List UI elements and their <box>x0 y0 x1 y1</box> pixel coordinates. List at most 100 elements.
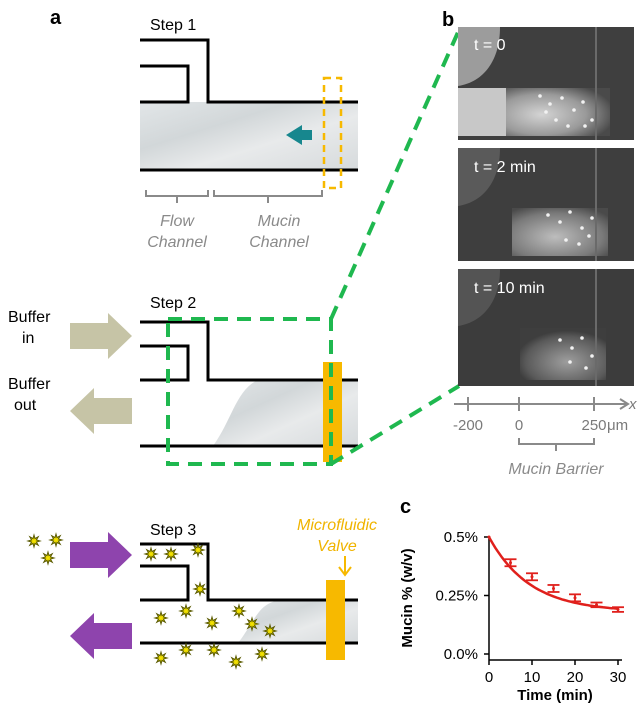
particle-star <box>231 603 247 619</box>
scale-tick-label-mid: 0 <box>515 417 523 434</box>
chart-x-tick-label: 30 <box>610 669 627 686</box>
flow-channel-label-2: Channel <box>147 234 207 251</box>
particle-dot <box>568 210 572 214</box>
particle-dot <box>572 108 576 112</box>
particle-star <box>48 532 64 548</box>
chart-data-point <box>573 596 577 600</box>
time-label-t2: t = 2 min <box>474 159 536 176</box>
particle-dot <box>538 94 542 98</box>
particle-star <box>26 533 42 549</box>
particle-star <box>40 550 56 566</box>
chart-data-point <box>595 603 598 607</box>
zoom-line-top <box>329 29 461 320</box>
time-label-t10: t = 10 min <box>474 280 545 297</box>
chart-y-tick-label: 0.25% <box>435 588 478 605</box>
chart-y-tick-label: 0.5% <box>444 529 478 546</box>
particle-dot <box>583 124 587 128</box>
chart-x-tick-label: 10 <box>524 669 541 686</box>
particle-star <box>143 546 159 562</box>
micrograph-t0 <box>458 27 634 140</box>
panel-c-label: c <box>400 496 411 518</box>
chart-data-point <box>530 575 534 579</box>
barrier-bracket <box>518 438 595 445</box>
buffer-in-label-1: Buffer <box>8 309 51 326</box>
step1-top-wall <box>140 38 358 104</box>
particle-dot <box>568 360 572 364</box>
fluorescent-particles <box>538 94 594 370</box>
particle-dot <box>558 220 562 224</box>
particle-dot <box>590 354 594 358</box>
mucin-channel-label-1: Mucin <box>258 213 301 230</box>
flow-channel-bracket <box>145 190 209 197</box>
particle-dot <box>558 338 562 342</box>
mucin-decay-chart: Mucin % (w/v) Time (min) 0 10 20 30 0.0% 0.25… <box>399 529 626 704</box>
chart-x-tick-label: 20 <box>567 669 584 686</box>
chart-data-point <box>552 586 555 590</box>
chart-data-point <box>487 535 491 539</box>
barrier-label: Mucin Barrier <box>508 461 604 478</box>
valve-label-1: Microfluidic <box>297 517 377 534</box>
zoom-line-bottom <box>329 384 461 466</box>
buffer-in-arrow <box>70 313 132 359</box>
mucin-channel-bracket <box>213 190 323 197</box>
step2-top-wall <box>140 320 358 382</box>
particle-dot <box>560 96 564 100</box>
particle-stars <box>26 532 278 670</box>
particle-dot <box>564 238 568 242</box>
particle-star <box>153 650 169 666</box>
particle-star <box>178 642 194 658</box>
particle-star <box>244 616 260 632</box>
step3-label: Step 3 <box>150 522 196 539</box>
micrograph-t10 <box>458 269 634 386</box>
buffer-out-arrow <box>70 388 132 434</box>
scale-axis-arrowhead <box>619 398 630 410</box>
valve-label-2: Valve <box>317 538 357 555</box>
particle-star <box>153 610 169 626</box>
time-label-t0: t = 0 <box>474 37 506 54</box>
chart-x-axis-title: Time (min) <box>517 687 593 704</box>
particle-dot <box>581 100 585 104</box>
step3-inlet <box>140 564 190 602</box>
chart-series-line <box>487 536 619 610</box>
chart-y-tick-label: 0.0% <box>444 646 478 663</box>
particle-dot <box>566 124 570 128</box>
step2-mucin-fill <box>213 380 358 446</box>
particle-dot <box>590 216 594 220</box>
buffer-out-label-1: Buffer <box>8 376 51 393</box>
scale-unit-label: μm <box>607 417 628 434</box>
particle-dot <box>580 336 584 340</box>
particle-star <box>204 615 220 631</box>
buffer-out-label-2: out <box>14 397 37 414</box>
particle-dot <box>548 102 552 106</box>
scale-axis-name: x <box>628 396 637 413</box>
particle-star <box>254 646 270 662</box>
step1-inlet <box>140 64 190 104</box>
mucin-channel-label-2: Channel <box>249 234 309 251</box>
particles-in-arrow <box>70 532 132 578</box>
step1-label: Step 1 <box>150 17 196 34</box>
particle-dot <box>590 118 594 122</box>
particle-star <box>178 603 194 619</box>
particle-star <box>206 642 222 658</box>
particle-dot <box>544 110 548 114</box>
particle-dot <box>584 366 588 370</box>
step3-valve <box>326 580 345 660</box>
flow-channel-label-1: Flow <box>160 213 195 230</box>
chart-y-axis-title: Mucin % (w/v) <box>399 548 416 647</box>
panel-a-label: a <box>50 7 62 29</box>
particle-dot <box>546 213 550 217</box>
particle-star <box>228 654 244 670</box>
particle-star <box>192 581 208 597</box>
particle-dot <box>554 118 558 122</box>
step1-valve-outline <box>322 76 343 190</box>
micrograph-t2 <box>458 148 634 261</box>
scale-tick-label-left: -200 <box>453 417 483 434</box>
particle-dot <box>570 346 574 350</box>
zoom-box <box>166 317 333 466</box>
particle-star <box>262 623 278 639</box>
particle-star <box>163 546 179 562</box>
chart-x-tick-label: 0 <box>485 669 493 686</box>
particle-dot <box>580 226 584 230</box>
particle-dot <box>577 242 581 246</box>
particle-dot <box>587 234 591 238</box>
